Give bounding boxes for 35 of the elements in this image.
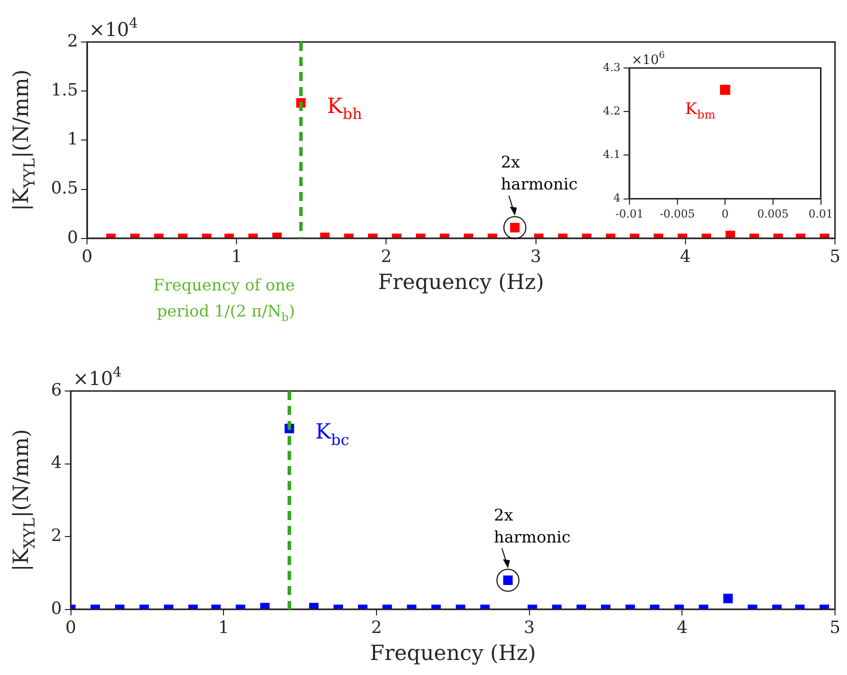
y-axis-title: |KYYL|(N/mm) bbox=[9, 69, 38, 211]
y-tick-label: 1 bbox=[67, 130, 78, 150]
x-tick-label: 0 bbox=[82, 247, 92, 268]
x-tick-label: 0.01 bbox=[808, 207, 834, 220]
x-tick-label: 2 bbox=[371, 618, 382, 638]
y-tick-label: 0 bbox=[50, 598, 62, 619]
x-tick-label: 4 bbox=[680, 247, 691, 268]
x-tick-label: -0.005 bbox=[660, 207, 695, 220]
y-tick-label: 2 bbox=[50, 526, 62, 546]
y-tick-label: 4 bbox=[613, 192, 620, 205]
x-tick-label: 3 bbox=[530, 247, 542, 268]
x-tick-label: -0.01 bbox=[615, 207, 644, 220]
y-axis-title: |KXYL|(N/mm) bbox=[9, 429, 38, 572]
x-tick-label: 0.005 bbox=[757, 207, 789, 220]
x-axis-title: Frequency (Hz) bbox=[378, 270, 544, 294]
x-axis-title: Frequency (Hz) bbox=[370, 640, 536, 665]
x-tick-label: 2 bbox=[380, 247, 392, 268]
y-tick-label: 4.3 bbox=[602, 60, 620, 74]
annotation: 2x harmonic bbox=[500, 152, 578, 194]
x-tick-label: 5 bbox=[830, 618, 840, 638]
x-tick-label: 1 bbox=[218, 618, 230, 638]
x-tick-label: 1 bbox=[231, 247, 242, 268]
annotation: 2x harmonic bbox=[494, 505, 571, 546]
y-tick-label: 0 bbox=[67, 228, 78, 248]
y-tick-label: 2 bbox=[67, 31, 78, 52]
x-tick-label: 5 bbox=[830, 247, 840, 268]
y-tick-label: 4.2 bbox=[602, 104, 620, 118]
x-tick-label: 4 bbox=[676, 618, 688, 638]
y-tick-label: 4.1 bbox=[602, 148, 620, 162]
x-tick-label: 0 bbox=[722, 207, 729, 220]
y-tick-label: 6 bbox=[50, 380, 62, 400]
x-tick-label: 3 bbox=[524, 618, 535, 638]
y-tick-label: 4 bbox=[50, 453, 62, 474]
y-tick-label: 1.5 bbox=[50, 80, 78, 101]
y-tick-label: 0.5 bbox=[50, 178, 78, 199]
